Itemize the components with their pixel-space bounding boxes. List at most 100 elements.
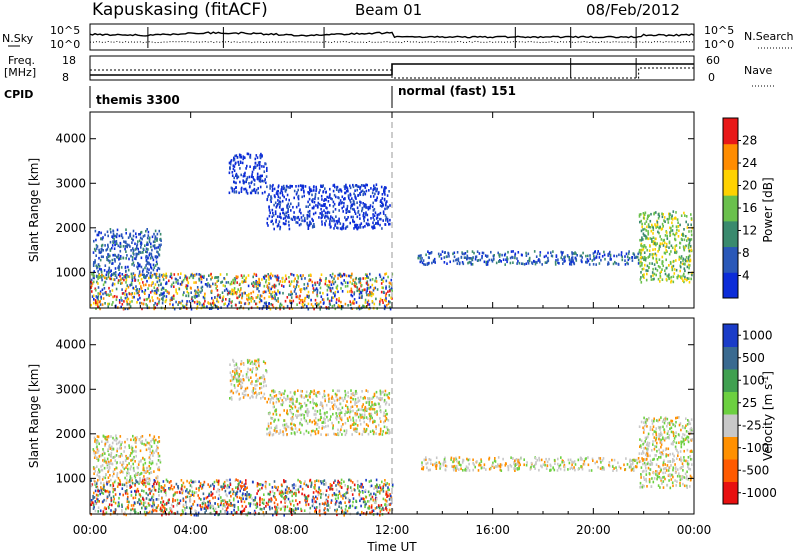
echo-cell <box>105 273 108 277</box>
echo-cell <box>384 414 387 418</box>
echo-cell <box>442 462 444 465</box>
echo-cell <box>651 477 653 480</box>
echo-cell <box>351 423 354 426</box>
echo-cell <box>108 445 110 448</box>
echo-cell <box>164 289 167 292</box>
echo-cell <box>498 260 500 263</box>
echo-cell <box>90 286 92 289</box>
echo-cell <box>99 290 102 294</box>
echo-cell <box>238 301 241 304</box>
colorbar-tick-label: 8 <box>742 246 750 260</box>
echo-cell <box>117 273 120 277</box>
echo-cell <box>381 205 383 208</box>
echo-cell <box>289 299 291 303</box>
echo-cell <box>662 476 664 479</box>
echo-cell <box>282 305 285 309</box>
echo-cell <box>352 416 354 420</box>
echo-cell <box>230 374 233 377</box>
echo-cell <box>642 458 645 461</box>
echo-cell <box>281 191 284 194</box>
echo-cell <box>483 466 485 470</box>
echo-cell <box>600 461 602 464</box>
echo-cell <box>648 444 650 448</box>
echo-cell <box>172 281 175 285</box>
echo-cell <box>249 362 252 365</box>
echo-cell <box>359 281 362 285</box>
echo-cell <box>468 257 471 260</box>
echo-cell <box>327 433 329 436</box>
echo-cell <box>181 304 184 308</box>
echo-cell <box>674 248 677 252</box>
echo-cell <box>362 184 365 187</box>
echo-cell <box>353 200 355 204</box>
echo-cell <box>690 233 693 237</box>
echo-cell <box>246 297 248 301</box>
echo-cell <box>216 299 218 303</box>
echo-cell <box>264 274 266 278</box>
echo-cell <box>334 293 336 296</box>
echo-cell <box>196 300 199 304</box>
echo-cell <box>371 191 374 195</box>
echo-cell <box>421 463 423 467</box>
echo-cell <box>364 273 367 276</box>
echo-cell <box>121 441 123 444</box>
echo-cell <box>340 418 343 422</box>
echo-cell <box>347 281 349 285</box>
colorbar-tick-label: 4 <box>742 269 750 283</box>
echo-cell <box>142 477 144 481</box>
echo-cell <box>294 427 297 430</box>
echo-cell <box>180 302 182 305</box>
echo-cell <box>670 229 672 233</box>
echo-cell <box>266 400 268 404</box>
echo-cell <box>290 299 292 303</box>
echo-cell <box>206 305 208 308</box>
echo-cell <box>321 215 323 219</box>
echo-cell <box>286 193 289 197</box>
echo-cell <box>128 243 130 247</box>
echo-cell <box>458 468 460 471</box>
echo-cell <box>333 399 336 403</box>
echo-cell <box>351 301 354 305</box>
echo-cell <box>130 480 132 484</box>
echo-cell <box>285 185 288 188</box>
echo-cell <box>334 307 337 311</box>
echo-cell <box>614 260 616 264</box>
echo-cell <box>131 458 134 462</box>
echo-cell <box>143 275 146 278</box>
echo-cell <box>122 256 125 260</box>
echo-cell <box>108 267 111 270</box>
echo-cell <box>211 296 213 300</box>
echo-cell <box>663 216 666 219</box>
echo-cell <box>330 397 333 400</box>
echo-cell <box>329 303 331 306</box>
echo-cell <box>360 284 363 287</box>
echo-cell <box>100 270 103 274</box>
echo-cell <box>138 472 140 476</box>
echo-cell <box>135 252 137 256</box>
echo-cell <box>321 220 323 223</box>
echo-cell <box>292 273 295 277</box>
echo-cell <box>243 156 245 159</box>
echo-cell <box>460 463 462 467</box>
echo-cell <box>543 255 546 259</box>
echo-cell <box>144 443 147 447</box>
echo-cell <box>563 465 566 469</box>
echo-cell <box>136 243 139 246</box>
echo-cell <box>473 251 475 255</box>
echo-cell <box>159 232 162 236</box>
echo-cell <box>258 358 260 361</box>
echo-cell <box>147 447 150 450</box>
echo-cell <box>275 220 277 224</box>
echo-cell <box>143 469 145 473</box>
echo-cell <box>252 281 255 284</box>
echo-cell <box>311 284 314 287</box>
echo-cell <box>253 179 256 182</box>
echo-cell <box>133 287 135 290</box>
echo-cell <box>363 304 365 308</box>
echo-cell <box>686 460 689 463</box>
echo-cell <box>649 244 651 247</box>
echo-cell <box>312 291 314 294</box>
echo-cell <box>282 217 285 220</box>
echo-cell <box>288 284 291 287</box>
echo-cell <box>120 469 122 473</box>
